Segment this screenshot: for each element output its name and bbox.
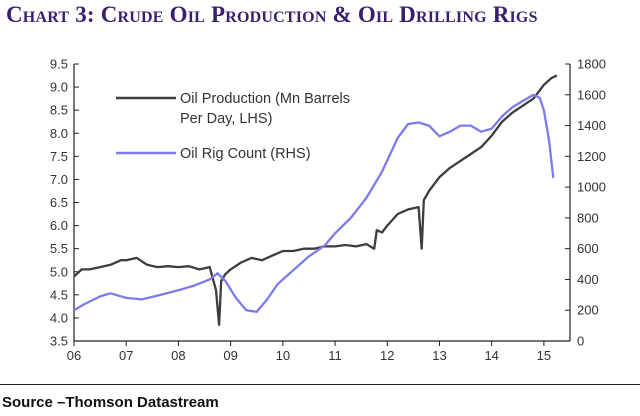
right-y-tick-label: 1400 <box>577 118 606 133</box>
source-note: Source –Thomson Datastream <box>2 394 219 411</box>
left-y-tick-label: 8.0 <box>50 126 68 141</box>
left-y-tick-label: 9.5 <box>50 57 68 72</box>
right-y-tick-label: 1000 <box>577 180 606 195</box>
x-tick-label: 10 <box>276 348 290 363</box>
left-y-tick-label: 5.5 <box>50 241 68 256</box>
left-y-tick-label: 6.0 <box>50 218 68 233</box>
x-tick-label: 08 <box>171 348 185 363</box>
right-y-tick-label: 0 <box>577 334 584 349</box>
left-y-tick-label: 9.0 <box>50 80 68 95</box>
x-tick-label: 06 <box>67 348 81 363</box>
x-tick-label: 09 <box>223 348 237 363</box>
left-y-tick-label: 7.0 <box>50 172 68 187</box>
right-y-tick-label: 1600 <box>577 87 606 102</box>
rig-count-line <box>73 93 555 313</box>
line-chart: 3.5 4.0 4.5 5.0 5.5 6.0 6.5 7.0 7.5 8.0 8.5 9.0 9.5 0… <box>50 57 606 364</box>
x-tick-label: 13 <box>432 348 446 363</box>
legend-label: Per Day, LHS) <box>180 111 272 127</box>
source-divider <box>0 384 640 385</box>
x-tick-label: 15 <box>537 348 551 363</box>
left-y-tick-label: 4.0 <box>50 310 68 325</box>
x-tick-label: 12 <box>380 348 394 363</box>
right-y-tick-label: 400 <box>577 272 599 287</box>
oil-production-line <box>73 74 558 326</box>
x-tick-label: 14 <box>484 348 498 363</box>
left-y-tick-label: 4.5 <box>50 287 68 302</box>
right-y-tick-label: 1200 <box>577 149 606 164</box>
legend-label: Oil Rig Count (RHS) <box>180 146 311 162</box>
right-y-tick-label: 200 <box>577 303 599 318</box>
right-y-tick-label: 1800 <box>577 57 606 72</box>
left-y-tick-label: 8.5 <box>50 103 68 118</box>
chart-title: Chart 3: Crude Oil Production & Oil Dril… <box>6 2 538 27</box>
left-y-tick-label: 3.5 <box>50 334 68 349</box>
x-tick-label: 07 <box>119 348 133 363</box>
right-y-tick-label: 800 <box>577 210 599 225</box>
plot-area: 3.5 4.0 4.5 5.0 5.5 6.0 6.5 7.0 7.5 8.0 8.5 9.0 9.5 0… <box>50 57 606 364</box>
legend-label: Oil Production (Mn Barrels <box>180 91 350 107</box>
x-tick-label: 11 <box>328 348 342 363</box>
left-y-tick-label: 6.5 <box>50 195 68 210</box>
left-y-tick-label: 5.0 <box>50 264 68 279</box>
left-y-tick-label: 7.5 <box>50 149 68 164</box>
right-y-tick-label: 600 <box>577 241 599 256</box>
